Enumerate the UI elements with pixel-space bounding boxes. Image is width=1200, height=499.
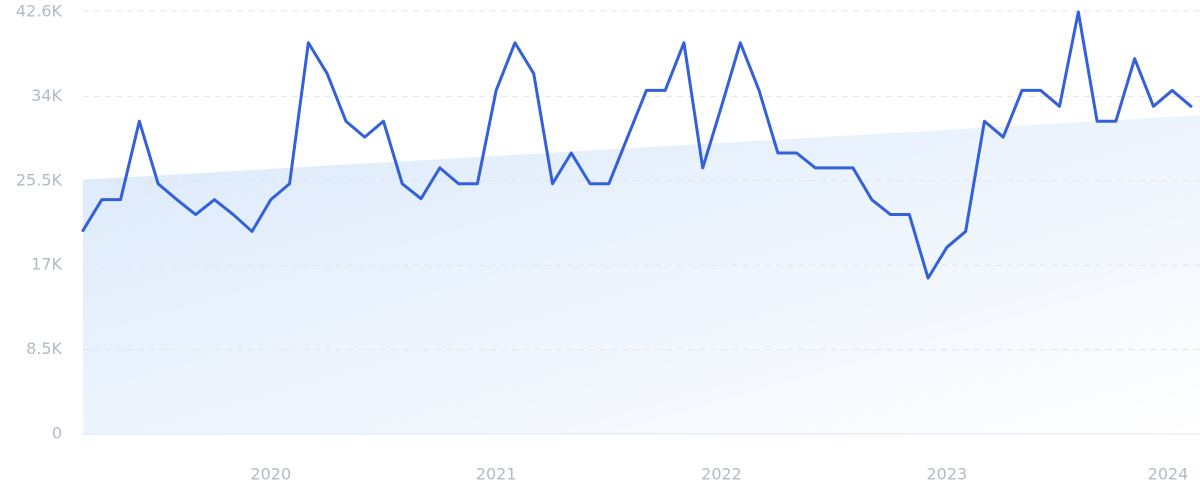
x-tick-label: 2023 (927, 465, 968, 484)
x-tick-label: 2020 (250, 465, 291, 484)
trend-area (83, 115, 1200, 435)
x-tick-label: 2021 (476, 465, 517, 484)
y-tick-label: 8.5K (26, 339, 62, 358)
y-tick-label: 25.5K (16, 170, 63, 189)
x-tick-label: 2022 (701, 465, 742, 484)
y-tick-label: 0 (52, 424, 62, 443)
x-tick-label: 2024 (1148, 465, 1189, 484)
data-line (81, 10, 1193, 280)
y-tick-label: 42.6K (16, 2, 63, 21)
y-tick-label: 17K (31, 255, 62, 274)
y-tick-label: 34K (31, 86, 62, 105)
